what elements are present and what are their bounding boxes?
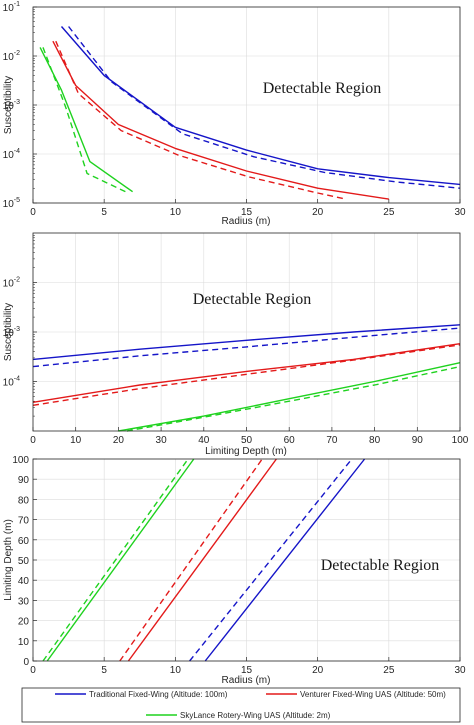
y-axis-label: Susceptibility xyxy=(3,76,14,134)
x-tick-labels: 0 10 20 30 40 50 60 70 80 90 100 xyxy=(30,435,469,446)
x-tick-label: 30 xyxy=(454,207,466,218)
x-tick-label: 15 xyxy=(241,665,253,676)
x-tick-label: 40 xyxy=(198,435,210,446)
x-tick-label: 50 xyxy=(241,435,253,446)
y-tick-label: 60 xyxy=(18,536,30,547)
y-tick-label: 10-1 xyxy=(3,1,20,14)
x-tick-label: 25 xyxy=(383,207,395,218)
region-annotation: Detectable Region xyxy=(193,291,312,308)
x-tick-label: 0 xyxy=(30,665,36,676)
y-tick-label: 100 xyxy=(12,455,29,466)
series-lines xyxy=(32,324,461,432)
x-tick-label: 30 xyxy=(156,435,168,446)
series-lines xyxy=(39,26,461,200)
legend-entry-venturer: Venturer Fixed-Wing UAS (Altitude: 50m) xyxy=(266,690,446,699)
y-tick-label: 40 xyxy=(18,576,30,587)
chart-panel-susceptibility-vs-radius: 0 5 10 15 20 25 30 10-510-410-310-210-1 Radius… xyxy=(3,1,466,227)
y-tick-label: 10-2 xyxy=(3,277,20,290)
x-tick-label: 30 xyxy=(454,665,466,676)
y-tick-label: 90 xyxy=(18,475,30,486)
legend-box xyxy=(21,687,461,723)
series-line-2 xyxy=(189,458,353,662)
legend: Traditional Fixed-Wing (Altitude: 100m) … xyxy=(21,687,461,723)
x-tick-labels: 0 5 10 15 20 25 30 xyxy=(30,207,466,218)
legend-label: Traditional Fixed-Wing (Altitude: 100m) xyxy=(89,690,228,699)
x-tick-label: 0 xyxy=(30,207,36,218)
x-tick-label: 70 xyxy=(326,435,338,446)
chart-panel-depth-vs-radius: 0 5 10 15 20 25 30 0 10 20 30 40 50 60 70 80 90 100 Radi… xyxy=(3,455,466,686)
series-line-6 xyxy=(42,47,126,193)
legend-label: Venturer Fixed-Wing UAS (Altitude: 50m) xyxy=(300,690,446,699)
plot-frame xyxy=(32,6,461,204)
x-tick-label: 5 xyxy=(101,665,107,676)
series-line-4 xyxy=(119,458,263,662)
x-tick-label: 20 xyxy=(312,207,324,218)
y-tick-label: 0 xyxy=(23,657,29,668)
series-line-3 xyxy=(32,343,461,403)
y-axis-label: Limiting Depth (m) xyxy=(3,519,14,601)
legend-entry-traditional: Traditional Fixed-Wing (Altitude: 100m) xyxy=(55,690,228,699)
legend-label: SkyLance Rotery-Wing UAS (Altitude: 2m) xyxy=(180,711,331,720)
x-tick-label: 15 xyxy=(241,207,253,218)
y-tick-label: 10-4 xyxy=(3,376,20,389)
x-tick-label: 20 xyxy=(312,665,324,676)
series-line-6 xyxy=(42,458,189,662)
y-tick-labels: 0 10 20 30 40 50 60 70 80 90 100 xyxy=(12,455,29,668)
series-line-4 xyxy=(32,344,461,406)
series-line-1 xyxy=(204,458,366,662)
y-axis-label: Susceptibility xyxy=(3,303,14,361)
region-annotation: Detectable Region xyxy=(321,557,440,574)
legend-entry-skylance: SkyLance Rotery-Wing UAS (Altitude: 2m) xyxy=(146,711,331,720)
series-lines xyxy=(42,458,366,662)
series-line-5 xyxy=(46,458,195,662)
series-line-4 xyxy=(55,40,347,200)
x-tick-label: 10 xyxy=(70,435,82,446)
series-line-3 xyxy=(52,40,389,200)
x-tick-label: 25 xyxy=(383,665,395,676)
x-tick-label: 10 xyxy=(170,665,182,676)
x-tick-label: 80 xyxy=(369,435,381,446)
y-tick-label: 30 xyxy=(18,596,30,607)
x-tick-label: 90 xyxy=(412,435,424,446)
y-tick-label: 70 xyxy=(18,516,30,527)
x-axis-label: Limiting Depth (m) xyxy=(205,446,287,457)
series-line-2 xyxy=(32,327,461,368)
x-tick-label: 0 xyxy=(30,435,36,446)
y-tick-label: 10-4 xyxy=(3,148,20,161)
chart-panel-susceptibility-vs-depth: 0 10 20 30 40 50 60 70 80 90 100 10-410-310-2 Limi… xyxy=(3,232,469,457)
x-tick-label: 10 xyxy=(170,207,182,218)
series-line-3 xyxy=(127,458,277,662)
series-line-5 xyxy=(118,362,461,432)
series-line-6 xyxy=(126,365,461,432)
y-tick-label: 10-5 xyxy=(3,197,20,210)
plot-frame xyxy=(32,232,461,432)
x-tick-label: 60 xyxy=(284,435,296,446)
y-tick-label: 20 xyxy=(18,617,30,628)
x-axis-label: Radius (m) xyxy=(222,675,271,686)
x-axis-label: Radius (m) xyxy=(222,216,271,227)
y-tick-label: 10 xyxy=(18,637,30,648)
y-tick-label: 50 xyxy=(18,556,30,567)
plot-frame xyxy=(32,458,461,662)
series-line-1 xyxy=(32,324,461,361)
x-tick-label: 5 xyxy=(101,207,107,218)
y-tick-label: 10-2 xyxy=(3,50,20,63)
x-tick-labels: 0 5 10 15 20 25 30 xyxy=(30,665,466,676)
y-tick-label: 80 xyxy=(18,495,30,506)
series-line-1 xyxy=(60,26,461,186)
region-annotation: Detectable Region xyxy=(263,80,382,97)
x-tick-label: 100 xyxy=(452,435,469,446)
series-line-2 xyxy=(68,26,461,189)
x-tick-label: 20 xyxy=(113,435,125,446)
